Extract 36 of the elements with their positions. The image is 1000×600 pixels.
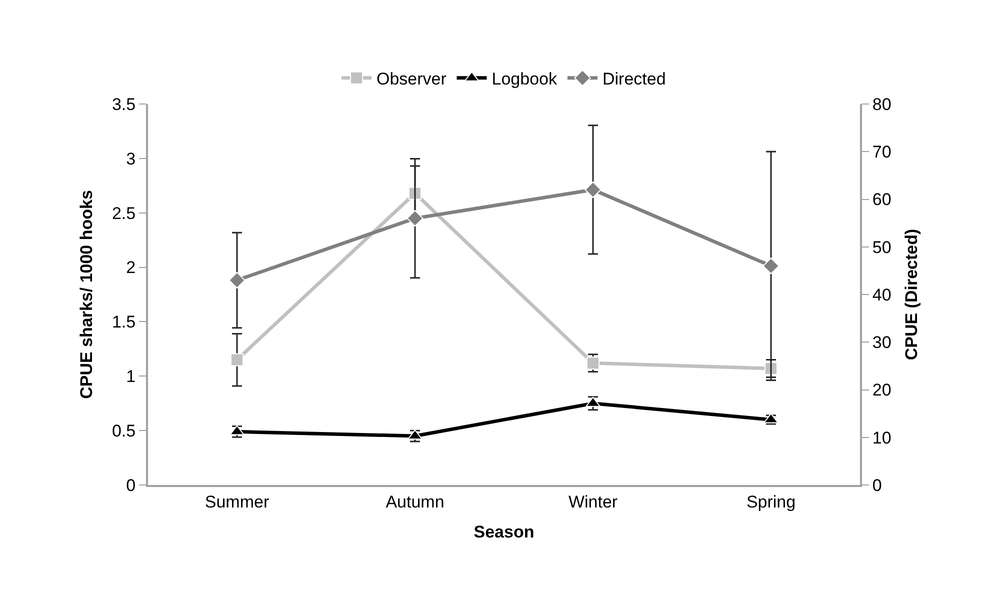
x-tick-label: Winter — [568, 492, 618, 512]
point — [406, 210, 424, 227]
point — [228, 272, 246, 289]
point — [230, 353, 244, 366]
x-tick-label: Spring — [746, 492, 796, 512]
y2-axis-title: CPUE (Directed) — [902, 228, 922, 360]
y2-tick-label: 60 — [872, 190, 892, 210]
y-tick-label: 0 — [126, 476, 136, 495]
y-tick-label: 2.5 — [112, 204, 136, 223]
y2-tick-label: 30 — [872, 333, 892, 352]
y2-tick-label: 40 — [872, 285, 892, 304]
point — [762, 258, 780, 274]
legend-label: Directed — [602, 70, 666, 89]
legend-label: Logbook — [492, 70, 558, 89]
y2-tick-label: 20 — [872, 380, 892, 400]
y-tick-label: 0.5 — [112, 422, 136, 441]
y2-tick-label: 10 — [872, 428, 892, 448]
x-tick-label: Summer — [204, 492, 270, 512]
y2-tick-label: 70 — [872, 142, 892, 162]
y-tick-label: 1.5 — [112, 312, 136, 332]
legend-label: Observer — [376, 70, 447, 89]
y-tick-label: 1 — [126, 367, 136, 386]
point — [586, 356, 600, 370]
y-tick-label: 3 — [126, 149, 136, 168]
point — [230, 425, 244, 436]
y-tick-label: 3.5 — [112, 94, 136, 114]
y2-tick-label: 0 — [872, 476, 882, 495]
point — [408, 430, 422, 440]
y-tick-label: 2 — [126, 258, 136, 278]
y-axis-title: CPUE sharks/ 1000 hooks — [77, 190, 96, 399]
x-axis-title: Season — [474, 522, 534, 542]
point — [584, 181, 602, 198]
x-tick-label: Autumn — [386, 492, 444, 512]
y2-tick-label: 80 — [872, 94, 892, 114]
point — [586, 396, 600, 407]
y2-tick-label: 50 — [872, 238, 892, 257]
